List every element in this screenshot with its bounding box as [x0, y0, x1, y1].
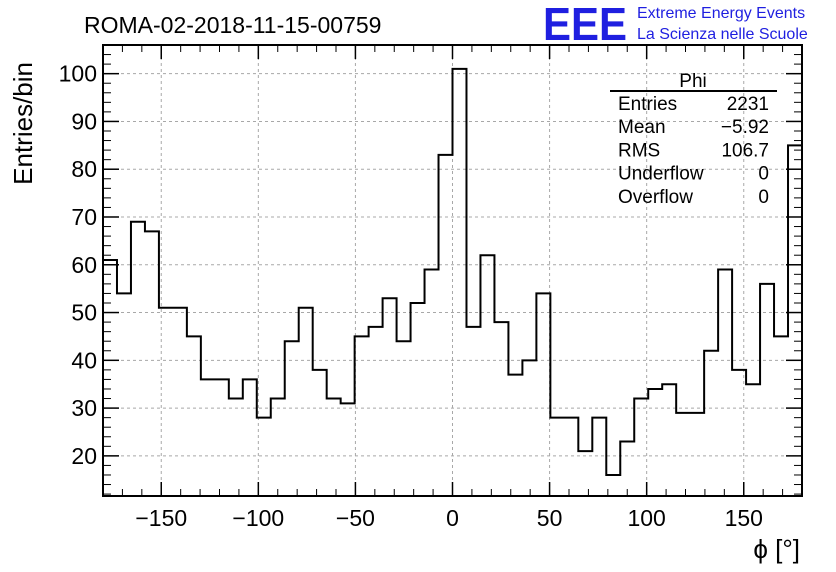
histogram-bin [425, 270, 439, 496]
histogram-bin [355, 336, 369, 496]
histogram-bin [648, 389, 662, 496]
x-tick-label: 0 [446, 505, 459, 531]
stats-value: −5.92 [721, 117, 769, 138]
tick-label-layer: −150 −100 −50 0 50 100 150 20 30 40 50 60 70 80 90 100 [59, 61, 763, 531]
histogram-bin [453, 69, 467, 496]
y-axis-title: Entries/bin [8, 62, 38, 185]
histogram-bin [676, 413, 690, 496]
y-tick-label: 40 [71, 347, 97, 373]
eee-logo-line2: La Scienza nelle Scuole [637, 26, 808, 43]
histogram-bin [201, 379, 215, 496]
y-tick-label: 100 [59, 61, 97, 87]
histogram-bin [718, 270, 732, 496]
x-tick-label: −50 [336, 505, 375, 531]
histogram-bin [466, 327, 480, 496]
histogram-bin [760, 284, 774, 496]
stats-box: Phi Entries 2231 Mean −5.92 RMS 106.7 Underflo… [610, 71, 777, 208]
stats-label: Entries [618, 94, 677, 115]
histogram-bin [564, 418, 578, 496]
histogram-bin [480, 255, 494, 496]
histogram-bin [243, 379, 257, 496]
x-tick-label: −100 [232, 505, 284, 531]
histogram-bin [550, 418, 564, 496]
histogram-bin [634, 399, 648, 496]
histogram-bin [327, 399, 341, 496]
histogram-bin [299, 308, 313, 496]
eee-logo: EEE Extreme Energy Events La Scienza nel… [543, 0, 808, 50]
histogram-bin [522, 360, 536, 496]
stats-value: 0 [758, 164, 769, 185]
histogram-bin [704, 351, 718, 496]
x-tick-label: 100 [627, 505, 665, 531]
stats-value: 106.7 [721, 140, 769, 161]
y-tick-label: 80 [71, 156, 97, 182]
histogram-bin [774, 336, 788, 496]
histogram-bin [746, 384, 760, 496]
histogram-bin [229, 399, 243, 496]
histogram-bin [536, 293, 550, 496]
stats-label: RMS [618, 140, 660, 161]
plot-title: ROMA-02-2018-11-15-00759 [84, 12, 381, 38]
histogram-bin [187, 336, 201, 496]
x-axis-title: ϕ [°] [753, 534, 800, 564]
stats-label: Underflow [618, 164, 704, 185]
eee-logo-line1: Extreme Energy Events [637, 5, 805, 22]
histogram-bin [341, 403, 355, 496]
histogram-bin [271, 399, 285, 496]
stats-label: Overflow [618, 187, 693, 208]
histogram-bin [411, 303, 425, 496]
y-tick-label: 20 [71, 443, 97, 469]
stats-value: 0 [758, 187, 769, 208]
histogram-bin [439, 155, 453, 496]
histogram-bin [131, 222, 145, 496]
histogram-bin [690, 413, 704, 496]
histogram-bin [732, 370, 746, 496]
x-tick-label: 50 [537, 505, 563, 531]
x-tick-label: 150 [725, 505, 763, 531]
histogram-bin [592, 418, 606, 496]
histogram-bin [103, 260, 117, 496]
y-tick-label: 90 [71, 108, 97, 134]
tick-layer [102, 44, 803, 496]
histogram-bin [145, 231, 159, 496]
histogram-bin [662, 384, 676, 496]
histogram-bin [369, 327, 383, 496]
histogram-bin [606, 475, 620, 496]
histogram-bin [578, 451, 592, 496]
histogram-bin [215, 379, 229, 496]
histogram-bin [508, 375, 522, 496]
histogram-bin [383, 298, 397, 496]
eee-logo-letters: EEE [543, 0, 627, 50]
histogram-bin [397, 341, 411, 496]
histogram-layer [102, 67, 803, 496]
y-tick-label: 70 [71, 204, 97, 230]
histogram-bin [313, 370, 327, 496]
histogram-bin [285, 341, 299, 496]
x-tick-label: −150 [135, 505, 187, 531]
y-tick-label: 60 [71, 252, 97, 278]
histogram-bin [494, 322, 508, 496]
stats-box-title: Phi [679, 71, 706, 92]
stats-value: 2231 [727, 94, 769, 115]
y-tick-label: 50 [71, 300, 97, 326]
stats-rows: Entries 2231 Mean −5.92 RMS 106.7 Underflow 0 Ov… [618, 94, 769, 208]
histogram-outline [102, 67, 803, 496]
stats-label: Mean [618, 117, 666, 138]
histogram-bin [620, 442, 634, 496]
y-tick-label: 30 [71, 395, 97, 421]
histogram-bin [173, 308, 187, 496]
histogram-bin [159, 308, 173, 496]
histogram-bin [117, 293, 131, 496]
